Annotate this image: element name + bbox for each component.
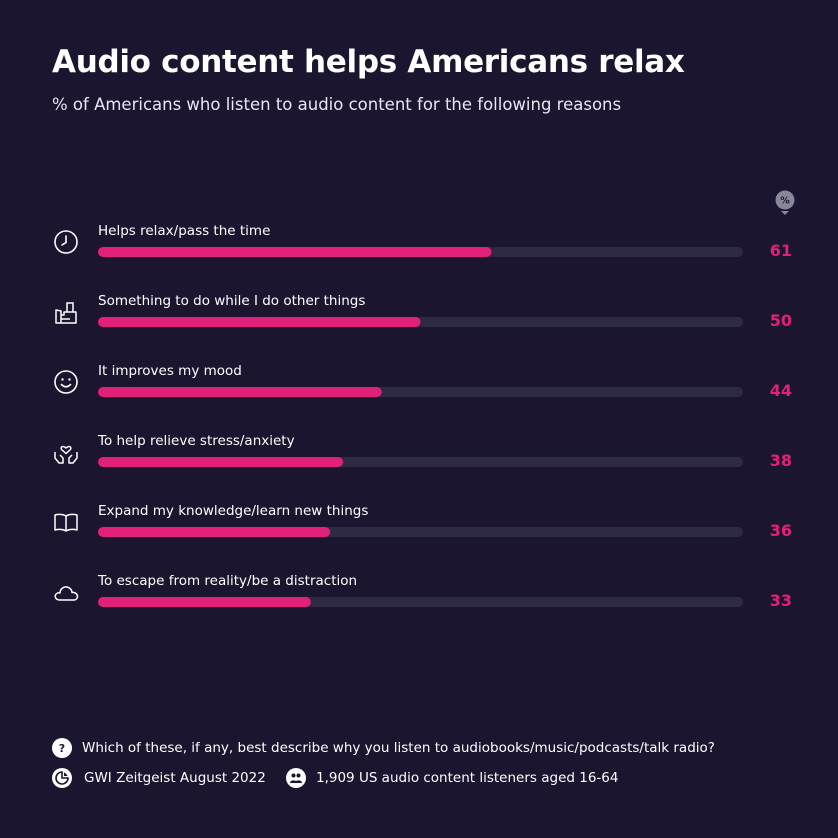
book-icon bbox=[54, 513, 78, 532]
value-label: 36 bbox=[770, 521, 792, 540]
percent-badge-icon: % bbox=[775, 190, 795, 215]
heart-hands-icon bbox=[54, 445, 78, 464]
footer-question: Which of these, if any, best describe wh… bbox=[82, 740, 715, 756]
bar bbox=[98, 247, 492, 257]
smiley-icon bbox=[54, 370, 78, 394]
gwi-logo-icon bbox=[52, 768, 72, 788]
value-label: 50 bbox=[770, 311, 792, 330]
value-label: 33 bbox=[770, 591, 792, 610]
category-label: To help relieve stress/anxiety bbox=[97, 433, 295, 449]
bar bbox=[98, 387, 382, 397]
value-label: 61 bbox=[770, 241, 792, 260]
bar bbox=[98, 597, 311, 607]
clock-icon bbox=[54, 230, 78, 254]
category-label: Helps relax/pass the time bbox=[98, 223, 270, 239]
bar bbox=[98, 317, 421, 327]
footer-source: GWI Zeitgeist August 2022 bbox=[84, 770, 266, 786]
category-label: Expand my knowledge/learn new things bbox=[98, 503, 368, 519]
percent-badge-label: % bbox=[780, 196, 790, 207]
svg-text:?: ? bbox=[59, 742, 65, 755]
people-icon bbox=[286, 768, 306, 788]
chart-title: Audio content helps Americans relax bbox=[52, 44, 685, 80]
chart-subtitle: % of Americans who listen to audio conte… bbox=[52, 95, 622, 114]
value-label: 38 bbox=[770, 451, 792, 470]
category-label: It improves my mood bbox=[98, 363, 242, 379]
category-label: To escape from reality/be a distraction bbox=[97, 573, 357, 589]
bar bbox=[98, 527, 331, 537]
footer-sample: 1,909 US audio content listeners aged 16… bbox=[316, 770, 619, 786]
bar bbox=[98, 457, 344, 467]
value-label: 44 bbox=[770, 381, 792, 400]
cloud-icon bbox=[54, 586, 79, 601]
hand-bag-icon bbox=[55, 302, 77, 324]
category-label: Something to do while I do other things bbox=[98, 293, 365, 309]
question-icon: ? bbox=[52, 738, 72, 758]
